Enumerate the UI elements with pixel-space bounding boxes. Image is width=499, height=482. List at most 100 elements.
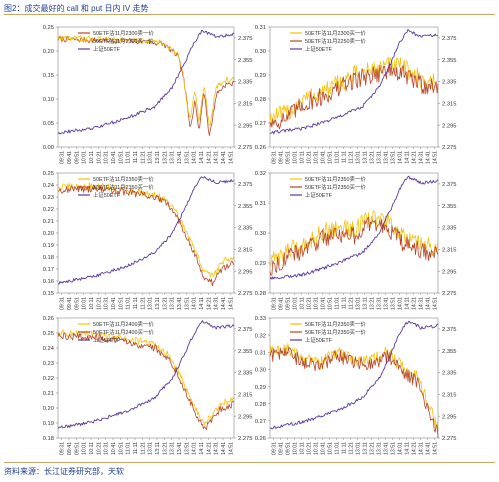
x-tick-label: 10:41 xyxy=(111,442,117,455)
x-tick-label: 10:31 xyxy=(104,151,110,164)
x-tick-label: 14:11 xyxy=(405,151,411,164)
series-line xyxy=(57,332,235,430)
x-tick-label: 09:31 xyxy=(272,151,278,164)
legend-label: 上证50ETF xyxy=(305,336,333,344)
plot-frame xyxy=(269,317,439,439)
x-tick-label: 13:31 xyxy=(170,297,176,310)
legend-label: 50ETF沽11月2350卖一价 xyxy=(305,175,366,183)
x-tick-label: 13:11 xyxy=(363,297,369,310)
x-tick-label: 10:01 xyxy=(82,297,88,310)
left-tick-label: 0.30 xyxy=(255,231,266,237)
x-tick-label: 09:31 xyxy=(272,297,278,310)
x-tick-label: 11:21 xyxy=(140,151,146,164)
x-tick-label: 11:11 xyxy=(133,297,139,309)
x-tick-label: 11:21 xyxy=(140,442,146,455)
right-tick-label: 2.335 xyxy=(238,371,253,377)
x-tick-label: 10:21 xyxy=(307,297,313,310)
chart-panel: 0.26 0.27 0.28 0.29 0.30 0.31 2.275 2.295 2.315 2… xyxy=(255,25,457,164)
x-tick-label: 10:31 xyxy=(314,442,320,455)
left-tick-label: 0.05 xyxy=(43,121,54,127)
top-rule xyxy=(4,14,495,15)
x-tick-label: 13:31 xyxy=(377,442,383,455)
x-tick-label: 09:51 xyxy=(286,151,292,164)
x-tick-label: 10:41 xyxy=(321,151,327,164)
x-tick-label: 14:11 xyxy=(199,151,205,164)
left-tick-label: 0.28 xyxy=(255,402,266,408)
x-tick-label: 14:41 xyxy=(426,442,432,455)
left-tick-label: 0.22 xyxy=(43,376,54,382)
series-line xyxy=(57,176,235,285)
legend-label: 上证50ETF xyxy=(305,45,333,53)
right-tick-label: 2.275 xyxy=(442,291,457,297)
x-tick-label: 13:11 xyxy=(363,442,369,455)
x-tick-label: 14:51 xyxy=(433,297,439,310)
x-tick-label: 13:01 xyxy=(148,442,154,455)
x-tick-label: 14:41 xyxy=(221,151,227,164)
x-tick-label: 13:01 xyxy=(148,151,154,164)
x-tick-label: 09:51 xyxy=(74,297,80,310)
x-tick-label: 13:51 xyxy=(391,297,397,310)
x-tick-label: 13:01 xyxy=(356,297,362,310)
figure-title: 图2：成交最好的 call 和 put 日内 IV 走势 xyxy=(4,4,149,13)
right-tick-label: 2.355 xyxy=(238,349,253,355)
legend-label: 上证50ETF xyxy=(305,191,333,199)
x-tick-label: 14:01 xyxy=(192,297,198,310)
right-tick-label: 2.275 xyxy=(442,145,457,151)
x-tick-label: 13:41 xyxy=(177,151,183,164)
x-tick-label: 14:21 xyxy=(412,297,418,310)
x-tick-label: 13:31 xyxy=(377,151,383,164)
chart-panel: 0.26 0.27 0.28 0.29 0.30 0.31 0.32 0.33 2.275 2.2… xyxy=(255,316,457,455)
x-tick-label: 11:01 xyxy=(335,442,341,455)
left-tick-label: 0.23 xyxy=(43,195,54,201)
right-tick-label: 2.375 xyxy=(442,36,457,42)
x-tick-label: 13:11 xyxy=(155,442,161,455)
x-tick-label: 14:01 xyxy=(398,297,404,310)
left-tick-label: 0.26 xyxy=(255,436,266,442)
x-tick-label: 13:21 xyxy=(162,297,168,310)
series-line xyxy=(57,185,235,287)
bottom-rule xyxy=(4,462,495,463)
series-line xyxy=(269,320,439,430)
right-tick-label: 2.335 xyxy=(238,226,253,232)
x-tick-label: 11:01 xyxy=(335,297,341,310)
legend-label: 50ETF沽11月2350买一价 xyxy=(305,183,366,191)
left-tick-label: 0.30 xyxy=(255,49,266,55)
x-tick-label: 10:31 xyxy=(104,442,110,455)
left-tick-label: 0.19 xyxy=(43,243,54,249)
x-tick-label: 13:21 xyxy=(370,442,376,455)
x-tick-label: 11:01 xyxy=(126,151,132,164)
right-tick-label: 2.295 xyxy=(238,414,253,420)
x-tick-label: 13:51 xyxy=(391,442,397,455)
x-tick-label: 10:51 xyxy=(328,442,334,455)
left-tick-label: 0.29 xyxy=(255,261,266,267)
x-tick-label: 14:31 xyxy=(419,151,425,164)
x-tick-label: 13:01 xyxy=(148,297,154,310)
x-tick-label: 10:11 xyxy=(300,297,306,310)
x-tick-label: 13:51 xyxy=(391,151,397,164)
right-tick-label: 2.315 xyxy=(238,248,253,254)
x-tick-label: 09:51 xyxy=(74,442,80,455)
x-tick-label: 10:01 xyxy=(293,297,299,310)
x-tick-label: 09:31 xyxy=(60,151,66,164)
left-tick-label: 0.24 xyxy=(43,346,55,352)
left-tick-label: 0.26 xyxy=(255,145,266,151)
left-tick-label: 0.25 xyxy=(43,25,54,31)
x-tick-label: 11:11 xyxy=(342,297,348,309)
x-tick-label: 10:11 xyxy=(89,442,95,455)
x-tick-label: 09:41 xyxy=(279,442,285,455)
x-tick-label: 11:11 xyxy=(133,442,139,454)
series-line xyxy=(269,28,438,135)
x-tick-label: 14:11 xyxy=(199,442,205,455)
right-tick-label: 2.375 xyxy=(442,182,457,188)
left-tick-label: 0.30 xyxy=(255,368,266,374)
right-tick-label: 2.355 xyxy=(442,204,457,210)
x-tick-label: 11:01 xyxy=(335,151,341,164)
left-tick-label: 0.29 xyxy=(255,385,266,391)
right-tick-label: 2.355 xyxy=(442,349,457,355)
x-tick-label: 10:41 xyxy=(321,442,327,455)
left-tick-label: 0.00 xyxy=(43,145,54,151)
left-tick-label: 0.18 xyxy=(43,436,54,442)
x-tick-label: 14:01 xyxy=(192,151,198,164)
x-tick-label: 14:11 xyxy=(199,297,205,310)
x-tick-label: 11:01 xyxy=(126,297,132,310)
